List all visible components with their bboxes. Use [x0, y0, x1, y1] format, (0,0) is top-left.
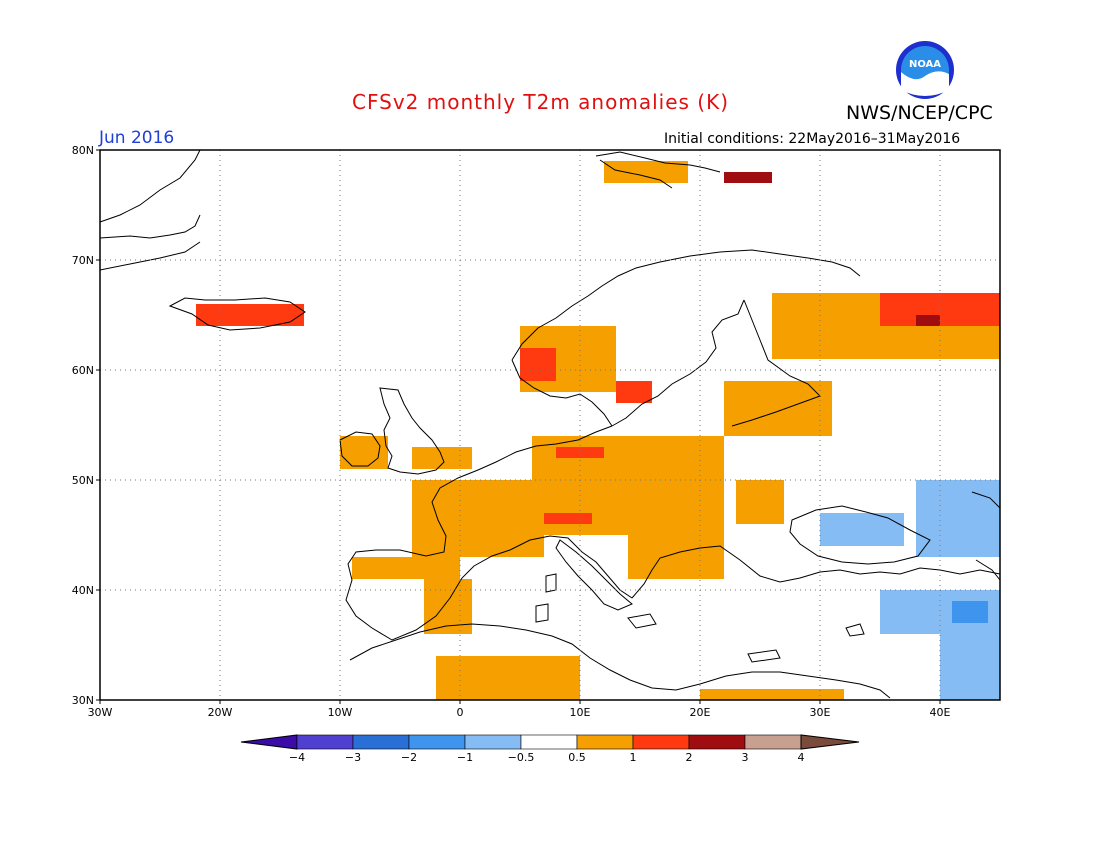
colorbar-swatch	[408, 734, 466, 750]
anomaly-region-svalbard	[604, 161, 688, 183]
colorbar-label: 4	[798, 751, 805, 764]
map-title: CFSv2 monthly T2m anomalies (K)	[352, 90, 729, 114]
lat-tick-label: 30N	[72, 694, 94, 707]
anomaly-region-north-africa	[436, 656, 580, 700]
colorbar-label: 3	[742, 751, 749, 764]
colorbar-swatch	[464, 734, 522, 750]
anomaly-region-france	[412, 480, 544, 557]
map-frame	[99, 149, 1001, 701]
axis-ticks: 30W 20W 10W 0 10E 20E 30E 40E 80N 70N 60N 50N 40N 30N	[72, 144, 951, 719]
lon-tick-label: 20E	[690, 706, 711, 719]
anomaly-fills	[196, 161, 1000, 700]
colorbar-label: −2	[401, 751, 417, 764]
colorbar-swatch	[632, 734, 690, 750]
lon-tick-label: 0	[457, 706, 464, 719]
lon-tick-label: 40E	[930, 706, 951, 719]
coastlines	[99, 149, 1001, 699]
colorbar-label: 0.5	[568, 751, 586, 764]
initial-conditions: Initial conditions: 22May2016–31May2016	[664, 131, 961, 147]
anomaly-region-ukraine	[736, 480, 784, 524]
anomaly-region-sweden-south	[616, 381, 652, 403]
colorbar-swatch	[744, 734, 802, 750]
colorbar-swatch	[688, 734, 746, 750]
lon-tick-label: 10E	[570, 706, 591, 719]
colorbar-label: −0.5	[508, 751, 535, 764]
noaa-logo-icon: NOAA	[896, 41, 954, 99]
anomaly-region-kola-very-hot	[916, 315, 940, 326]
lon-tick-label: 30E	[810, 706, 831, 719]
anomaly-region-svalbard-east	[724, 172, 772, 183]
colorbar-label: 1	[630, 751, 637, 764]
anomaly-region-norway-southwest	[520, 348, 556, 381]
colorbar-label: −1	[457, 751, 473, 764]
lat-tick-label: 70N	[72, 254, 94, 267]
lon-tick-label: 10W	[328, 706, 353, 719]
colorbar-label: −4	[289, 751, 305, 764]
lon-tick-label: 30W	[88, 706, 113, 719]
graticule	[100, 150, 1000, 700]
organization-label: NWS/NCEP/CPC	[846, 102, 993, 124]
anomaly-region-russia-south-cool	[916, 480, 1000, 557]
anomaly-region-ireland	[340, 436, 388, 469]
lat-tick-label: 50N	[72, 474, 94, 487]
anomaly-region-iceland	[196, 304, 304, 326]
lat-tick-label: 80N	[72, 144, 94, 157]
lat-tick-label: 40N	[72, 584, 94, 597]
colorbar-max-arrow	[800, 734, 860, 750]
anomaly-region-alps	[544, 513, 592, 524]
colorbar-label: 2	[686, 751, 693, 764]
anomaly-region-black-sea-cool	[820, 513, 904, 546]
anomaly-region-caucasus-cool	[952, 601, 988, 623]
anomaly-region-balkans	[628, 524, 724, 579]
logo-text: NOAA	[909, 59, 941, 70]
colorbar-swatch	[296, 734, 354, 750]
anomaly-region-germany-north	[556, 447, 604, 458]
colorbar-min-arrow	[240, 734, 298, 750]
colorbar-label: −3	[345, 751, 361, 764]
anomaly-region-baltics	[724, 381, 832, 436]
anomaly-region-levant-cool	[940, 634, 1000, 700]
colorbar-swatch	[576, 734, 634, 750]
colorbar-swatch	[352, 734, 410, 750]
anomaly-region-iberia-north	[352, 557, 460, 579]
anomaly-region-libya-egypt	[700, 689, 844, 700]
colorbar: −4 −3 −2 −1 −0.5 0.5 1 2 3 4	[240, 734, 860, 764]
forecast-month: Jun 2016	[99, 128, 175, 148]
colorbar-swatch	[520, 734, 578, 750]
lon-tick-label: 20W	[208, 706, 233, 719]
lat-tick-label: 60N	[72, 364, 94, 377]
